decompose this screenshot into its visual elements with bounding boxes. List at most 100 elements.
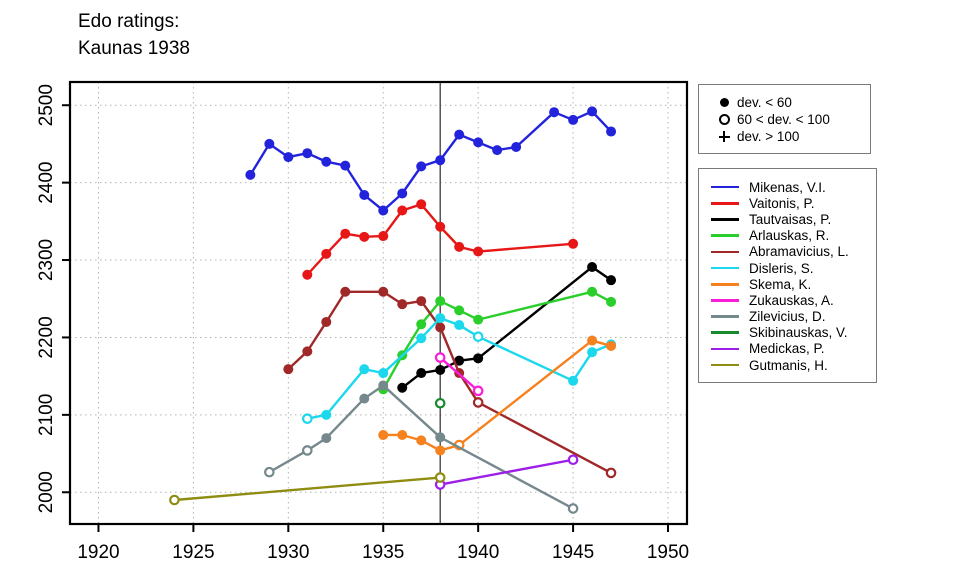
series-legend-item: Zilevicius, D. bbox=[711, 309, 868, 325]
data-point-filled bbox=[397, 188, 408, 199]
data-point-filled bbox=[397, 299, 408, 310]
series-color-swatch bbox=[711, 218, 739, 221]
data-point-filled bbox=[606, 126, 617, 137]
series-legend-item: Arlauskas, R. bbox=[711, 228, 868, 244]
data-point-filled bbox=[264, 138, 275, 149]
x-tick-label: 1930 bbox=[267, 542, 309, 563]
data-point-open bbox=[434, 397, 446, 409]
x-tick-label: 1950 bbox=[647, 542, 689, 563]
series-color-swatch bbox=[711, 363, 739, 367]
series-legend-item: Gutmanis, H. bbox=[711, 357, 868, 373]
data-point-filled bbox=[454, 241, 465, 252]
y-tick-label: 2300 bbox=[36, 239, 57, 281]
data-point-filled bbox=[568, 375, 579, 386]
data-point-open bbox=[302, 413, 313, 425]
data-point-filled bbox=[435, 364, 446, 375]
data-point-filled bbox=[283, 364, 294, 375]
data-point-filled bbox=[435, 155, 446, 166]
series-legend-item: Abramavicius, L. bbox=[711, 244, 868, 260]
data-point-filled bbox=[511, 142, 522, 153]
data-point-filled bbox=[435, 432, 446, 443]
data-point-filled bbox=[587, 335, 598, 346]
data-point-filled bbox=[378, 286, 389, 297]
data-point-filled bbox=[454, 305, 465, 316]
data-point-filled bbox=[397, 429, 408, 440]
open-circle-icon bbox=[711, 114, 737, 125]
data-point-filled bbox=[416, 199, 427, 210]
data-point-filled bbox=[568, 114, 579, 125]
series-legend-label: Tautvaisas, P. bbox=[749, 211, 832, 227]
data-point-open bbox=[567, 454, 579, 466]
x-tick-label: 1920 bbox=[77, 542, 119, 563]
data-point-filled bbox=[606, 296, 617, 307]
series-legend-item: Disleris, S. bbox=[711, 260, 868, 276]
data-point-filled bbox=[321, 433, 332, 444]
series-line-6 bbox=[383, 339, 612, 452]
data-point-filled bbox=[378, 231, 389, 242]
data-point-open bbox=[567, 503, 579, 514]
data-point-filled bbox=[302, 148, 313, 159]
series-color-swatch bbox=[711, 234, 739, 237]
series-line-10 bbox=[439, 458, 574, 486]
marker-legend: dev. < 60 60 < dev. < 100 dev. > 100 bbox=[698, 84, 871, 154]
series-line-3 bbox=[382, 290, 612, 390]
series-legend-item: Medickas, P. bbox=[711, 341, 868, 357]
data-point-open bbox=[472, 397, 484, 408]
series-legend-item: Mikenas, V.I. bbox=[711, 179, 868, 195]
data-point-filled bbox=[454, 129, 465, 140]
series-legend-label: Arlauskas, R. bbox=[749, 228, 830, 244]
data-point-filled bbox=[435, 445, 446, 456]
chart-title-line1: Edo ratings: bbox=[78, 11, 180, 32]
y-tick-label: 2200 bbox=[36, 316, 57, 358]
series-legend-label: Mikenas, V.I. bbox=[749, 179, 826, 195]
marker-legend-item: dev. > 100 bbox=[711, 128, 862, 145]
data-point-filled bbox=[340, 160, 351, 171]
series-line-0 bbox=[249, 110, 612, 212]
data-point-filled bbox=[378, 429, 389, 440]
data-point-filled bbox=[416, 435, 427, 446]
data-point-filled bbox=[416, 161, 427, 172]
data-point-open bbox=[434, 352, 446, 363]
data-point-filled bbox=[606, 340, 617, 351]
series-legend-item: Skibinauskas, V. bbox=[711, 325, 868, 341]
x-tick-label: 1945 bbox=[552, 542, 594, 563]
data-point-open bbox=[472, 385, 484, 397]
x-tick-label: 1935 bbox=[362, 542, 404, 563]
marker-legend-label: 60 < dev. < 100 bbox=[737, 112, 830, 127]
series-legend-label: Zukauskas, A. bbox=[749, 292, 834, 308]
series-color-swatch bbox=[711, 331, 739, 335]
data-point-filled bbox=[340, 286, 351, 297]
series-color-swatch bbox=[711, 315, 739, 318]
data-point-filled bbox=[378, 368, 389, 379]
data-point-open bbox=[264, 466, 275, 478]
data-point-filled bbox=[587, 286, 598, 297]
marker-legend-label: dev. < 60 bbox=[737, 95, 792, 110]
data-point-open bbox=[302, 445, 313, 456]
data-point-filled bbox=[587, 106, 598, 117]
data-point-filled bbox=[568, 238, 579, 249]
y-tick-label: 2500 bbox=[36, 84, 57, 126]
data-point-filled bbox=[359, 364, 370, 375]
data-point-filled bbox=[359, 393, 370, 404]
plot-border bbox=[68, 80, 689, 526]
marker-legend-item: dev. < 60 bbox=[711, 94, 862, 111]
data-point-filled bbox=[302, 269, 313, 280]
marker-legend-item: 60 < dev. < 100 bbox=[711, 111, 862, 128]
data-point-filled bbox=[359, 190, 370, 201]
chart-title: Edo ratings: Kaunas 1938 bbox=[78, 8, 190, 62]
data-point-filled bbox=[245, 169, 256, 180]
series-legend-label: Gutmanis, H. bbox=[749, 357, 828, 373]
series-color-swatch bbox=[711, 201, 739, 205]
filled-circle-icon bbox=[711, 98, 737, 107]
series-legend-label: Vaitonis, P. bbox=[749, 195, 815, 211]
data-point-open bbox=[169, 494, 180, 506]
series-legend-label: Abramavicius, L. bbox=[749, 244, 849, 260]
series-legend-item: Skema, K. bbox=[711, 276, 868, 292]
series-line-4 bbox=[287, 290, 612, 474]
data-point-filled bbox=[340, 228, 351, 239]
series-legend-item: Tautvaisas, P. bbox=[711, 211, 868, 227]
data-point-filled bbox=[473, 137, 484, 148]
series-legend-label: Zilevicius, D. bbox=[749, 309, 826, 325]
series-legend-label: Disleris, S. bbox=[749, 260, 814, 276]
data-point-filled bbox=[378, 205, 389, 216]
